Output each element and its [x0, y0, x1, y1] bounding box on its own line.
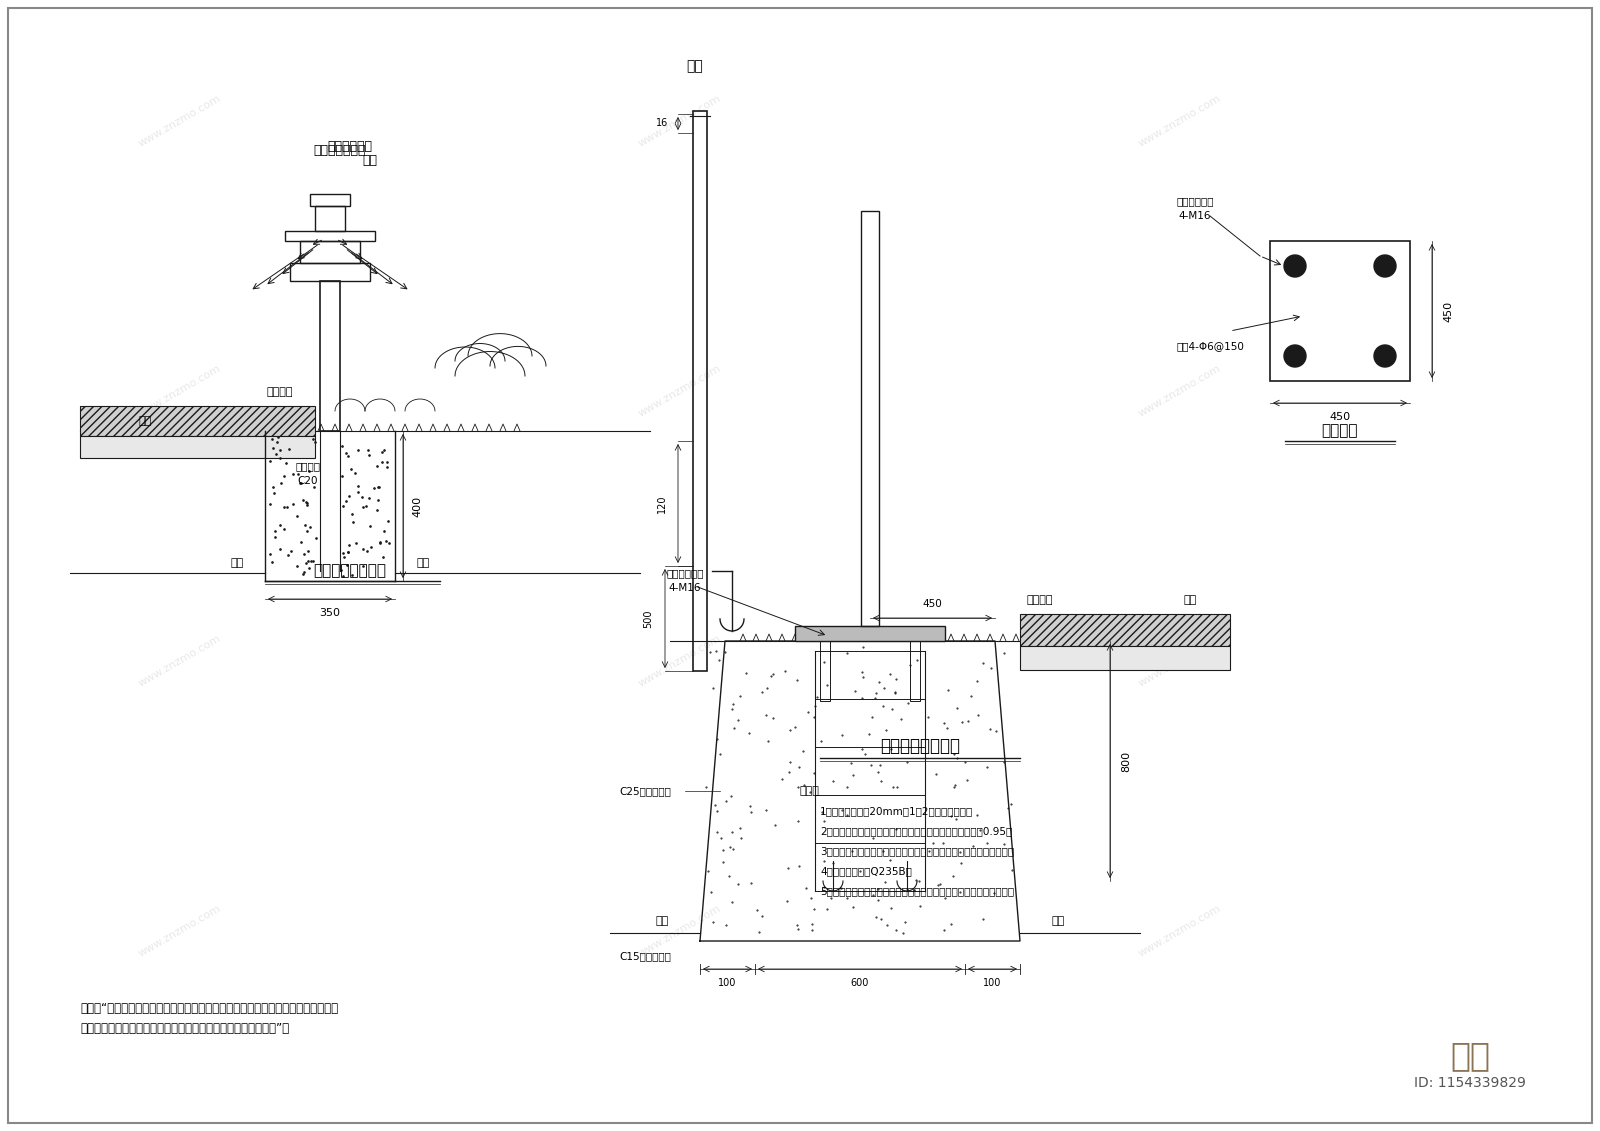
- Bar: [80, 406, 315, 435]
- Text: 16: 16: [656, 118, 669, 128]
- Text: 且须征得相关人员同意。户外灯具的接线所有接线盒采用防水型”。: 且须征得相关人员同意。户外灯具的接线所有接线盒采用防水型”。: [80, 1021, 290, 1035]
- Text: 500: 500: [643, 610, 653, 628]
- Text: www.znzmo.com: www.znzmo.com: [1138, 363, 1222, 418]
- Text: 基础平面: 基础平面: [1322, 423, 1358, 439]
- Polygon shape: [701, 641, 1021, 941]
- Text: 800: 800: [1122, 751, 1131, 771]
- Text: 预埋地脚螺栓: 预埋地脚螺栓: [1176, 196, 1214, 206]
- Text: C15混凝土垃层: C15混凝土垃层: [619, 951, 670, 961]
- Text: 路面: 路面: [1184, 595, 1197, 605]
- Text: 100: 100: [718, 978, 736, 988]
- Bar: [301, 241, 360, 264]
- Text: 预埋地脚螺栓: 预埋地脚螺栓: [666, 568, 704, 578]
- Bar: [1270, 241, 1410, 381]
- Text: 路面边界: 路面边界: [1027, 595, 1053, 605]
- Text: www.znzmo.com: www.znzmo.com: [138, 904, 222, 959]
- Text: www.znzmo.com: www.znzmo.com: [138, 93, 222, 149]
- Bar: [861, 211, 878, 625]
- Text: 电杆: 电杆: [686, 59, 704, 74]
- Text: www.znzmo.com: www.znzmo.com: [637, 904, 723, 959]
- Bar: [819, 641, 830, 701]
- Bar: [910, 641, 920, 701]
- Text: 套管: 套管: [230, 558, 243, 568]
- Text: C25混凝土基础: C25混凝土基础: [619, 786, 670, 796]
- Text: 知末: 知末: [1450, 1039, 1490, 1072]
- Text: 2、回填土应采用资性土回填，并分层密实，密实度不小于0.95。: 2、回填土应采用资性土回填，并分层密实，密实度不小于0.95。: [819, 826, 1013, 836]
- Text: 圆鑱4-Φ6@150: 圆鑱4-Φ6@150: [1176, 342, 1243, 351]
- Bar: [315, 206, 346, 231]
- Text: 4、锂材灰质均为Q235B。: 4、锂材灰质均为Q235B。: [819, 866, 912, 877]
- Bar: [795, 625, 946, 641]
- Text: 5、基础预埋锚栓位置如与厂家灯底法兰盘不符，可按厂家要求预埋。: 5、基础预埋锚栓位置如与厂家灯底法兰盘不符，可按厂家要求预埋。: [819, 886, 1014, 896]
- Text: 100: 100: [984, 978, 1002, 988]
- Circle shape: [1283, 254, 1306, 277]
- Text: www.znzmo.com: www.znzmo.com: [637, 93, 723, 149]
- Text: ID: 1154339829: ID: 1154339829: [1414, 1076, 1526, 1090]
- Text: 350: 350: [320, 608, 341, 618]
- Text: 600: 600: [851, 978, 869, 988]
- Circle shape: [1283, 345, 1306, 366]
- Bar: [80, 435, 315, 458]
- Text: 450: 450: [1443, 301, 1453, 321]
- Text: 450: 450: [923, 599, 942, 608]
- Text: www.znzmo.com: www.znzmo.com: [637, 633, 723, 689]
- Text: 说明：: 说明：: [800, 786, 819, 796]
- Text: 450: 450: [1330, 412, 1350, 422]
- Text: 草坪灯安装大: 草坪灯安装大: [328, 139, 373, 153]
- Bar: [1021, 614, 1230, 646]
- Bar: [693, 111, 707, 671]
- Text: 庭院灯安装示意图: 庭院灯安装示意图: [880, 737, 960, 756]
- Text: 3、所有金属件均应做防腐处理，灯杆及所有金属构件均应可靠接地。: 3、所有金属件均应做防腐处理，灯杆及所有金属构件均应可靠接地。: [819, 846, 1014, 856]
- Bar: [285, 231, 374, 241]
- Text: 灯具形式见方案: 灯具形式见方案: [314, 145, 366, 157]
- Text: 素硷基础: 素硷基础: [296, 461, 320, 470]
- Text: www.znzmo.com: www.znzmo.com: [1138, 633, 1222, 689]
- Text: 草坪灯安装大样图: 草坪灯安装大样图: [314, 563, 387, 578]
- Text: 400: 400: [413, 495, 422, 517]
- Bar: [320, 280, 339, 431]
- Circle shape: [1374, 345, 1395, 366]
- Text: C20: C20: [298, 476, 318, 486]
- Text: www.znzmo.com: www.znzmo.com: [1138, 904, 1222, 959]
- Text: www.znzmo.com: www.znzmo.com: [1138, 93, 1222, 149]
- Text: 套管: 套管: [1051, 916, 1064, 926]
- Text: 路面边界: 路面边界: [267, 387, 293, 397]
- Bar: [310, 195, 350, 206]
- Text: www.znzmo.com: www.znzmo.com: [138, 363, 222, 418]
- Circle shape: [1374, 254, 1395, 277]
- Text: 4-M16: 4-M16: [1179, 211, 1211, 221]
- Text: 4-M16: 4-M16: [669, 582, 701, 593]
- Text: 套管: 套管: [656, 916, 669, 926]
- Text: 套管: 套管: [416, 558, 430, 568]
- Bar: [290, 264, 370, 280]
- Text: 说明：“现场施工安装开孔、预埋螺丝，制作支架时请结合实际应用灯具详细尺寸，: 说明：“现场施工安装开孔、预埋螺丝，制作支架时请结合实际应用灯具详细尺寸，: [80, 1001, 338, 1015]
- Text: www.znzmo.com: www.znzmo.com: [138, 633, 222, 689]
- Text: 120: 120: [658, 494, 667, 512]
- Text: 样图: 样图: [363, 155, 378, 167]
- Text: 路面: 路面: [138, 416, 152, 426]
- Bar: [1021, 646, 1230, 670]
- Text: 1、基础顶面均以20mm厚1：2水泥沙浆抜光。: 1、基础顶面均以20mm厚1：2水泥沙浆抜光。: [819, 806, 973, 815]
- Text: www.znzmo.com: www.znzmo.com: [637, 363, 723, 418]
